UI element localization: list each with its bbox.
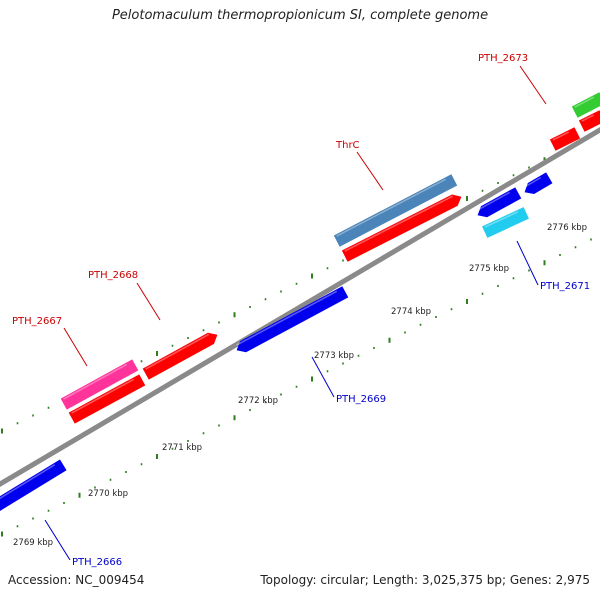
tick-label-2769: 2769 kbp — [13, 538, 53, 548]
gene-pth2669 — [236, 286, 349, 353]
gene-callouts: PTH_2673 ThrC PTH_2668 PTH_2667 PTH_2671 PTH_… — [12, 53, 590, 568]
inner-tick-track — [1, 238, 592, 537]
gene-pth2667-cds — [68, 374, 146, 424]
map-title: Pelotomaculum thermopropionicum SI, comp… — [111, 8, 489, 23]
gene-pth2673-cds-shape — [549, 127, 581, 151]
gene-label-pth_2669: PTH_2669 — [336, 394, 386, 405]
tick-label-2773: 2773 kbp — [314, 351, 354, 361]
tick-label-2770: 2770 kbp — [88, 489, 128, 499]
gene-label-pth_2668: PTH_2668 — [88, 270, 138, 281]
gene-pth2671 — [477, 187, 522, 218]
scale-labels: 2769 kbp 2770 kbp 2771 kbp 2772 kbp 2773 kbp… — [13, 223, 587, 548]
tick-label-2771: 2771 kbp — [162, 443, 202, 453]
callout-line-pth_2673 — [519, 65, 547, 105]
genome-backbone — [0, 127, 600, 487]
gene-pth2669-shape — [236, 286, 349, 353]
gene-label-pth_2671: PTH_2671 — [540, 281, 590, 292]
callout-line-pth_2669 — [311, 356, 335, 398]
gene-pth2667-cds-shape — [68, 374, 146, 424]
gene-pth2674-cds-shape — [578, 110, 600, 132]
gene-pth2666-shape — [0, 459, 67, 512]
gene-label-pth_2673: PTH_2673 — [478, 53, 528, 64]
gene-pth2667-cds-highlight — [71, 378, 135, 414]
genome-summary-text: Topology: circular; Length: 3,025,375 bp… — [260, 573, 590, 587]
accession-text: Accession: NC_009454 — [8, 573, 145, 587]
callout-line-pth_2666 — [44, 519, 71, 561]
gene-thrc-shape — [333, 174, 458, 247]
gene-pth2667-highlight — [63, 363, 128, 400]
gene-features — [0, 92, 600, 512]
gene-pth2671-cds-shape — [482, 207, 529, 238]
gene-thrc-cds-shape — [341, 194, 462, 262]
gene-thrc-highlight — [336, 178, 447, 237]
gene-pth2669-highlight — [236, 290, 338, 346]
tick-label-2774: 2774 kbp — [391, 307, 431, 317]
gene-pth2667-shape — [60, 359, 139, 410]
gene-label-thrc: ThrC — [335, 140, 360, 151]
gene-pth2672-shape — [524, 172, 553, 194]
callout-line-pth_2667 — [63, 327, 88, 367]
callout-line-pth_2668 — [136, 282, 161, 321]
tick-label-2776: 2776 kbp — [547, 223, 587, 233]
gene-pth2666 — [0, 459, 67, 512]
gene-label-pth_2667: PTH_2667 — [12, 316, 62, 327]
gene-pth2672-highlight — [524, 176, 542, 188]
gene-pth2667 — [60, 359, 139, 410]
gene-pth2671-shape — [477, 187, 522, 218]
gene-pth2671-highlight — [477, 191, 511, 211]
gene-pth2672 — [524, 172, 553, 194]
gene-pth2673-highlight — [574, 96, 595, 108]
gene-pth2671-cds — [482, 207, 529, 238]
tick-label-2772: 2772 kbp — [238, 396, 278, 406]
gene-pth2668-shape — [142, 332, 218, 380]
gene-pth2671-cds-highlight — [484, 211, 519, 228]
backbone-line — [0, 127, 600, 487]
gene-pth2673 — [571, 92, 600, 118]
gene-label-pth_2666: PTH_2666 — [72, 557, 122, 568]
gene-thrc — [333, 174, 458, 247]
gene-pth2668-highlight — [145, 333, 210, 370]
tick-label-2775: 2775 kbp — [469, 264, 509, 274]
gene-pth2673-shape — [571, 92, 600, 118]
gene-pth2674-cds — [578, 110, 600, 132]
gene-pth2666-highlight — [0, 464, 56, 502]
gene-pth2673-cds — [549, 127, 581, 151]
callout-line-thrc — [356, 151, 384, 191]
gene-pth2668 — [142, 332, 218, 380]
gene-thrc-cds-highlight — [344, 195, 454, 252]
gene-pth2673-cds-highlight — [552, 131, 570, 141]
gene-pth2674-cds-highlight — [581, 114, 595, 122]
gene-thrc-cds — [341, 194, 462, 262]
callout-line-pth_2671 — [516, 240, 539, 286]
